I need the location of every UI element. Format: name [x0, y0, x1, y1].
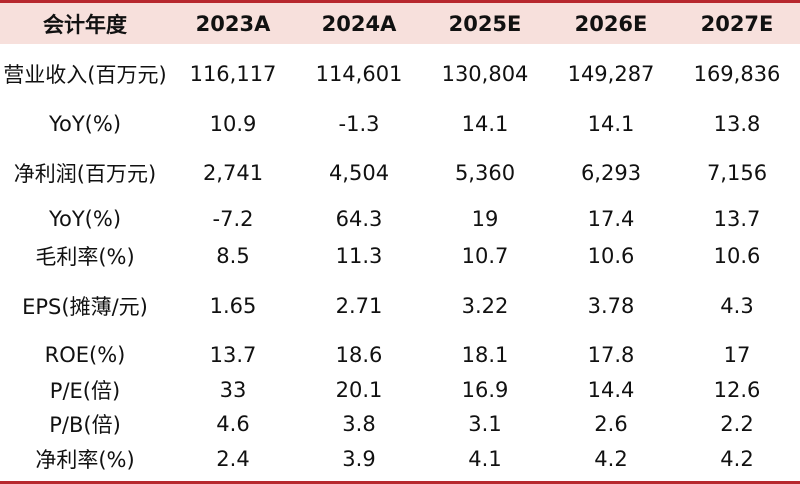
- table-row: 净利率(%) 2.4 3.9 4.1 4.2 4.2: [0, 440, 800, 478]
- header-cell-2026e: 2026E: [574, 11, 648, 36]
- row-label: ROE(%): [44, 343, 126, 367]
- row-label: 毛利率(%): [35, 245, 135, 269]
- row-value: 13.8: [713, 112, 761, 136]
- header-cell-2024a: 2024A: [321, 11, 397, 36]
- row-value: -1.3: [338, 112, 380, 136]
- row-value: 130,804: [441, 62, 529, 86]
- row-value: 16.9: [461, 378, 509, 402]
- row-value: -7.2: [212, 207, 254, 231]
- row-value: 116,117: [189, 62, 277, 86]
- row-value: 13.7: [713, 207, 761, 231]
- row-value: 8.5: [216, 244, 250, 268]
- row-value: 10.9: [209, 112, 257, 136]
- row-value: 20.1: [335, 378, 383, 402]
- row-value: 2.2: [720, 412, 754, 436]
- row-label: YoY(%): [48, 207, 122, 231]
- row-value: 17.8: [587, 343, 635, 367]
- row-value: 1.65: [209, 294, 257, 318]
- row-value: 7,156: [706, 161, 768, 185]
- row-value: 149,287: [567, 62, 655, 86]
- table-row: YoY(%) 10.9 -1.3 14.1 14.1 13.8: [0, 104, 800, 144]
- row-label: 净利率(%): [35, 448, 135, 472]
- row-value: 169,836: [693, 62, 781, 86]
- row-value: 14.1: [587, 112, 635, 136]
- header-cell-2027e: 2027E: [700, 11, 774, 36]
- row-value: 2.6: [594, 412, 628, 436]
- row-value: 11.3: [335, 244, 383, 268]
- row-value: 33: [219, 378, 247, 402]
- row-value: 14.4: [587, 378, 635, 402]
- row-value: 4.3: [720, 294, 754, 318]
- table-row: P/B(倍) 4.6 3.8 3.1 2.6 2.2: [0, 406, 800, 442]
- row-value: 18.6: [335, 343, 383, 367]
- row-value: 10.6: [713, 244, 761, 268]
- row-label: P/E(倍): [49, 379, 121, 403]
- row-value: 4.1: [468, 447, 502, 471]
- table-row: YoY(%) -7.2 64.3 19 17.4 13.7: [0, 200, 800, 238]
- row-value: 3.8: [342, 412, 376, 436]
- row-value: 19: [471, 207, 499, 231]
- header-cell-2023a: 2023A: [195, 11, 271, 36]
- row-label: 净利润(百万元): [13, 162, 157, 186]
- row-value: 14.1: [461, 112, 509, 136]
- row-value: 17.4: [587, 207, 635, 231]
- row-value: 10.6: [587, 244, 635, 268]
- row-value: 2.71: [335, 294, 383, 318]
- row-value: 3.78: [587, 294, 635, 318]
- table-row: 营业收入(百万元) 116,117 114,601 130,804 149,28…: [0, 52, 800, 96]
- row-value: 5,360: [454, 161, 516, 185]
- row-label: EPS(摊薄/元): [22, 295, 148, 319]
- table-header: 会计年度 2023A 2024A 2025E 2026E 2027E: [0, 0, 800, 44]
- header-cell-label: 会计年度: [43, 12, 127, 37]
- row-label: 营业收入(百万元): [3, 63, 167, 87]
- row-value: 4.6: [216, 412, 250, 436]
- row-value: 17: [723, 343, 751, 367]
- row-value: 4.2: [594, 447, 628, 471]
- table-row: EPS(摊薄/元) 1.65 2.71 3.22 3.78 4.3: [0, 284, 800, 328]
- row-value: 2,741: [202, 161, 264, 185]
- table-row: 毛利率(%) 8.5 11.3 10.7 10.6 10.6: [0, 237, 800, 275]
- row-value: 10.7: [461, 244, 509, 268]
- table-row: 净利润(百万元) 2,741 4,504 5,360 6,293 7,156: [0, 151, 800, 195]
- row-value: 3.1: [468, 412, 502, 436]
- row-value: 114,601: [315, 62, 403, 86]
- row-value: 4.2: [720, 447, 754, 471]
- row-value: 4,504: [328, 161, 390, 185]
- row-value: 6,293: [580, 161, 642, 185]
- row-value: 12.6: [713, 378, 761, 402]
- row-value: 64.3: [335, 207, 383, 231]
- row-value: 3.22: [461, 294, 509, 318]
- table-bottom-rule: [0, 481, 800, 484]
- table-row: ROE(%) 13.7 18.6 18.1 17.8 17: [0, 336, 800, 374]
- row-label: YoY(%): [48, 112, 122, 136]
- row-value: 18.1: [461, 343, 509, 367]
- row-value: 13.7: [209, 343, 257, 367]
- row-label: P/B(倍): [49, 413, 121, 437]
- row-value: 3.9: [342, 447, 376, 471]
- row-value: 2.4: [216, 447, 250, 471]
- header-cell-2025e: 2025E: [448, 11, 522, 36]
- table-row: P/E(倍) 33 20.1 16.9 14.4 12.6: [0, 372, 800, 408]
